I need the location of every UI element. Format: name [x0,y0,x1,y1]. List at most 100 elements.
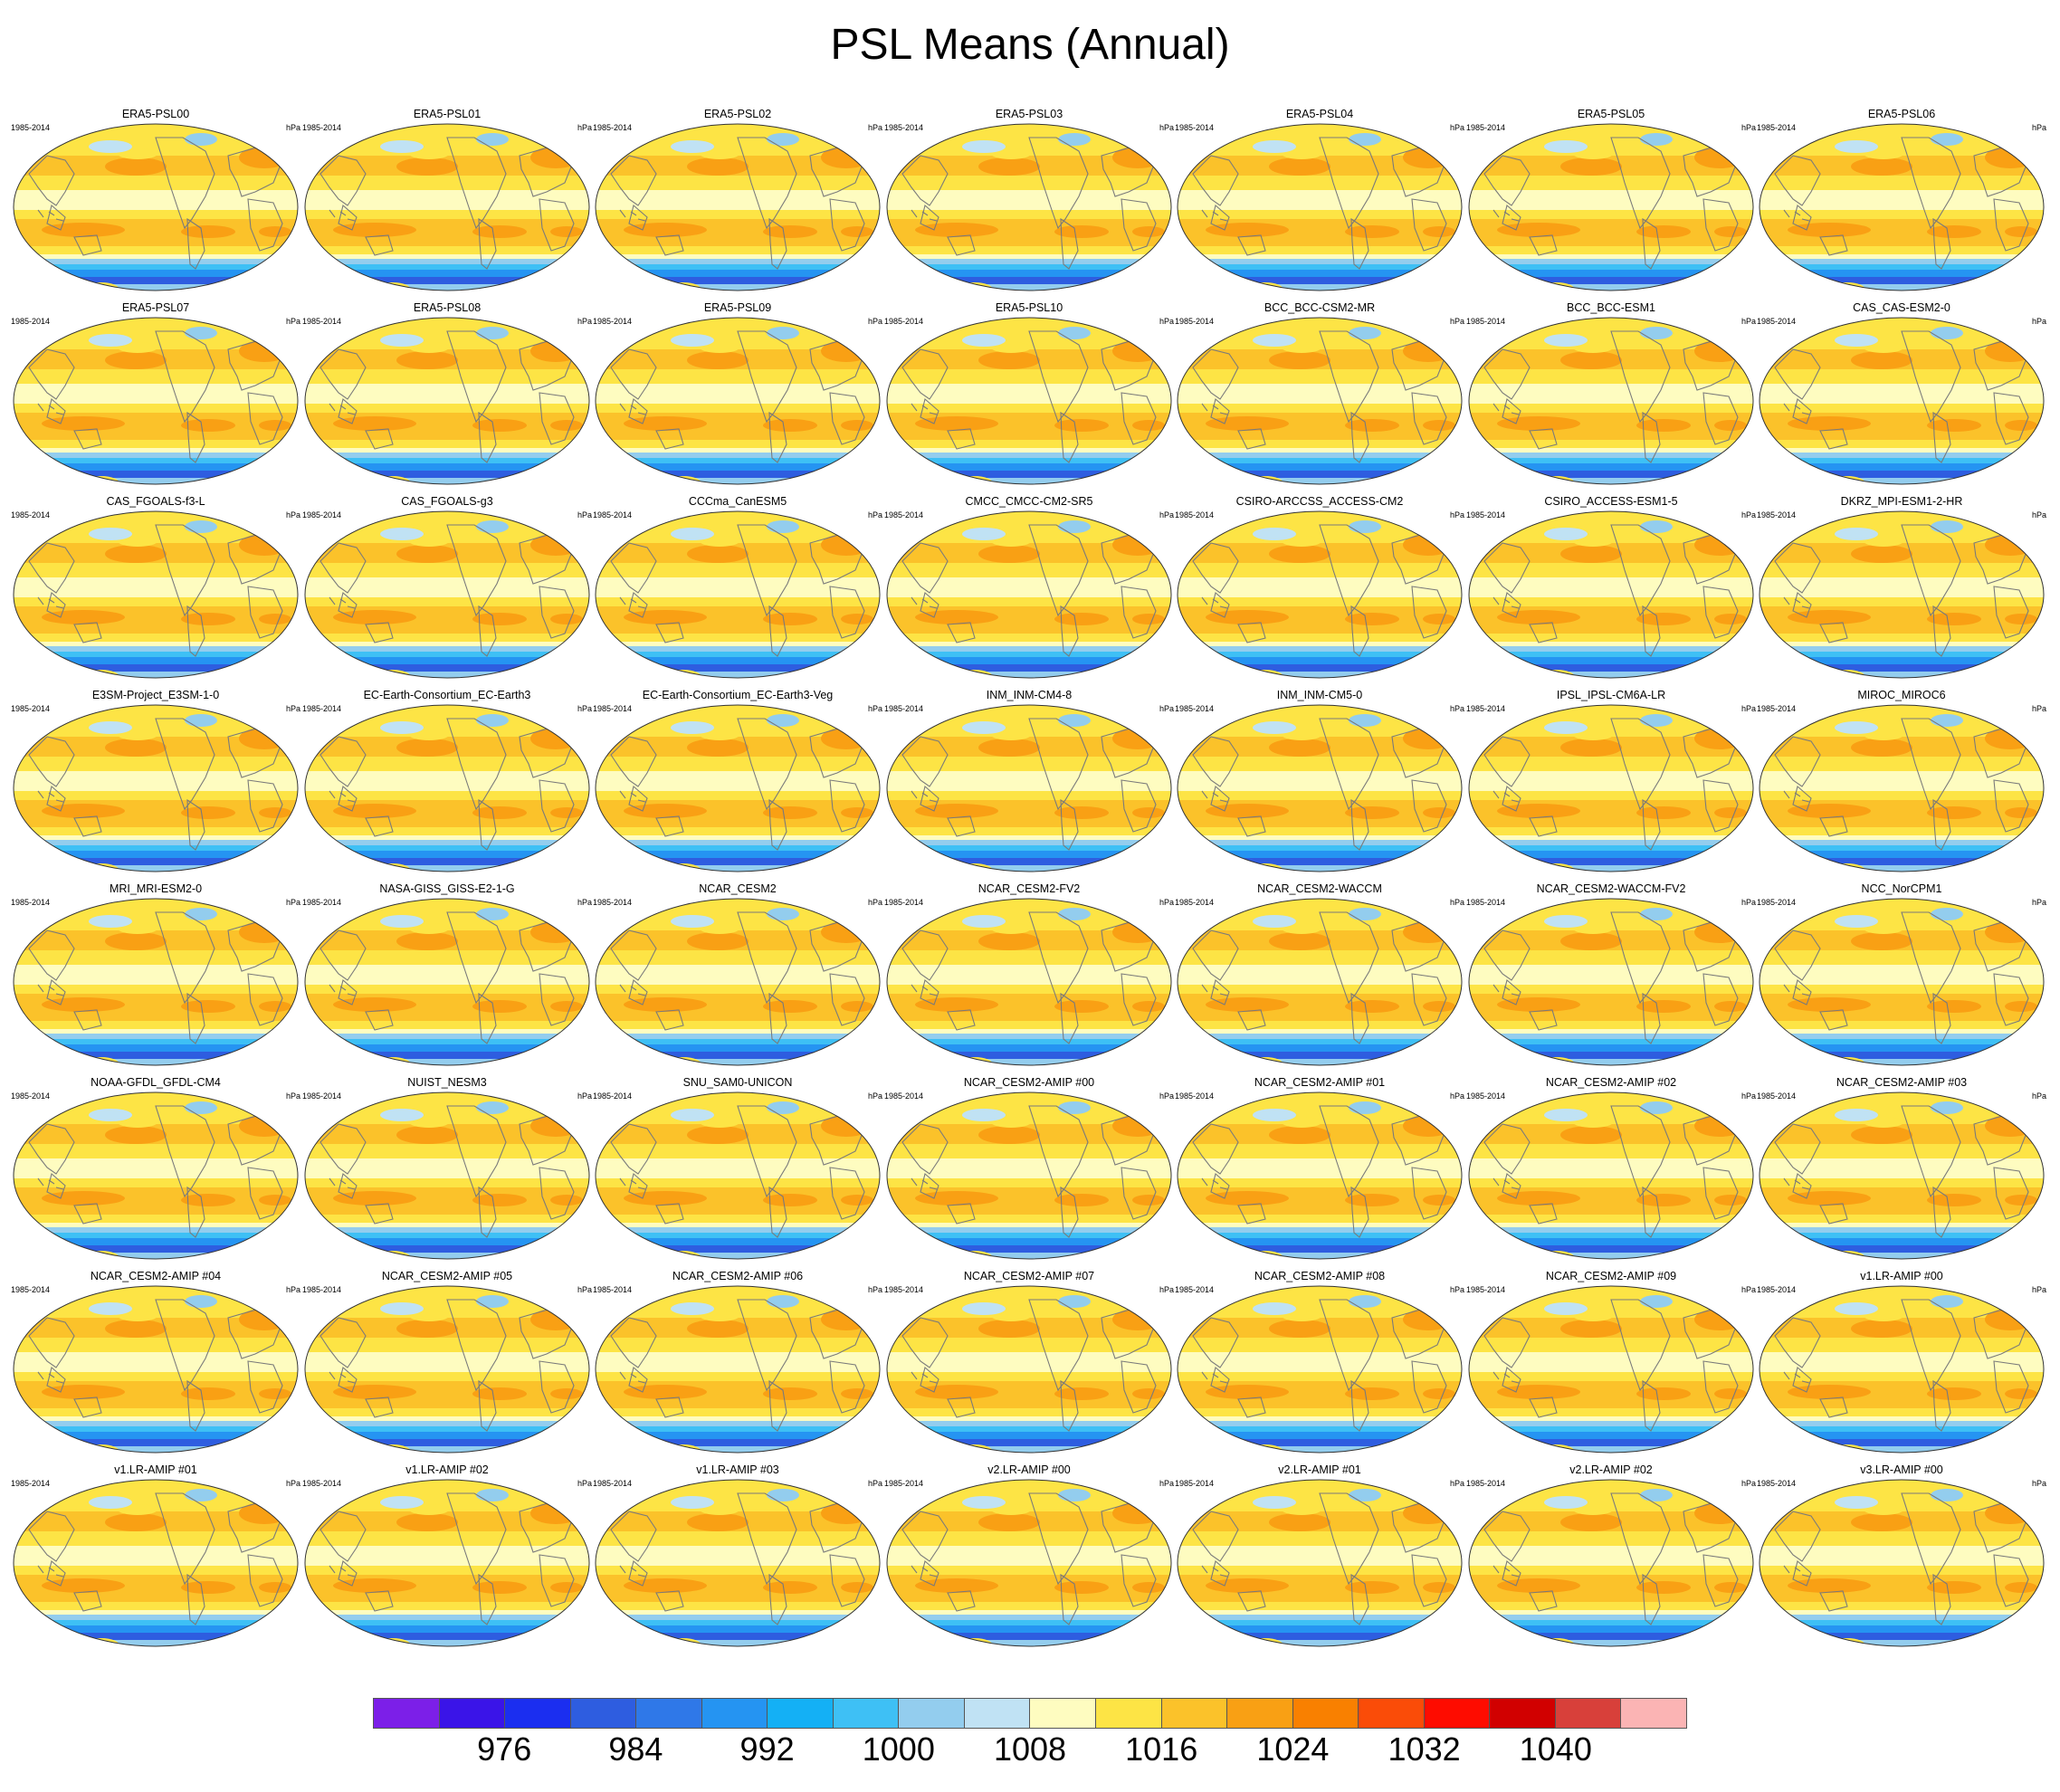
psl-map [1466,1088,1756,1264]
panel-title: CCCma_CanESM5 [688,495,787,508]
panel-units: hPa [1449,510,1464,519]
panel-units: hPa [2031,1091,2046,1101]
map-panel: DKRZ_MPI-ESM1-2-HR 1985-2014 hPa [1757,489,2046,683]
map-panel: IPSL_IPSL-CM6A-LR 1985-2014 hPa [1466,682,1756,877]
colorbar-swatch [1096,1699,1162,1728]
panel-period: 1985-2014 [884,898,924,907]
panel-units: hPa [1741,317,1756,326]
panel-title: ERA5-PSL01 [413,108,482,120]
psl-map [1466,313,1756,490]
psl-map [1466,1475,1756,1652]
map-panel: NCC_NorCPM1 1985-2014 hPa [1757,876,2046,1071]
colorbar-swatch [505,1699,571,1728]
panel-period: 1985-2014 [593,1479,633,1488]
panel-title: NCAR_CESM2-WACCM [1257,882,1382,895]
panel-period: 1985-2014 [884,123,924,132]
panel-period: 1985-2014 [1757,1285,1797,1294]
panel-units: hPa [1741,898,1756,907]
panel-title: MRI_MRI-ESM2-0 [109,882,203,895]
colorbar-label: 1040 [1519,1730,1592,1768]
panel-period: 1985-2014 [1175,1091,1215,1101]
panel-title: NCAR_CESM2 [699,882,777,895]
psl-map [1757,1475,2046,1652]
colorbar-swatch [374,1699,440,1728]
map-panel: NCAR_CESM2-WACCM-FV2 1985-2014 hPa [1466,876,1756,1071]
panel-title: BCC_BCC-CSM2-MR [1264,301,1376,314]
panel-period: 1985-2014 [1757,123,1797,132]
panel-title: v2.LR-AMIP #02 [1569,1463,1653,1476]
colorbar-label: 984 [608,1730,663,1768]
panel-period: 1985-2014 [302,1091,342,1101]
panel-period: 1985-2014 [302,317,342,326]
map-panel: ERA5-PSL04 1985-2014 hPa [1175,101,1464,296]
map-panel: NCAR_CESM2-AMIP #04 1985-2014 hPa [11,1263,300,1458]
panel-units: hPa [285,1091,300,1101]
map-panel: E3SM-Project_E3SM-1-0 1985-2014 hPa [11,682,300,877]
panel-title: NCAR_CESM2-AMIP #08 [1254,1270,1386,1282]
panel-units: hPa [285,123,300,132]
colorbar-swatch [1621,1699,1686,1728]
psl-map [11,894,300,1071]
colorbar-swatch [1292,1699,1359,1728]
psl-map [593,1088,882,1264]
panel-title: CAS_CAS-ESM2-0 [1853,301,1950,314]
psl-map [884,507,1174,683]
map-panel: v3.LR-AMIP #00 1985-2014 hPa [1757,1457,2046,1652]
psl-map [1757,1282,2046,1458]
map-panel: v2.LR-AMIP #01 1985-2014 hPa [1175,1457,1464,1652]
panel-period: 1985-2014 [593,898,633,907]
panel-units: hPa [1159,1091,1174,1101]
map-panel: NCAR_CESM2-FV2 1985-2014 hPa [884,876,1174,1071]
psl-map [593,1282,882,1458]
panel-units: hPa [577,510,592,519]
panel-title: ERA5-PSL00 [121,108,190,120]
panel-title: NCAR_CESM2-AMIP #05 [381,1270,513,1282]
panel-title: v1.LR-AMIP #02 [405,1463,489,1476]
colorbar-swatch [570,1699,637,1728]
psl-map [1757,701,2046,877]
panel-title: NCAR_CESM2-AMIP #00 [963,1076,1095,1089]
psl-map [302,1475,592,1652]
psl-map [302,1282,592,1458]
psl-map [302,507,592,683]
panel-units: hPa [577,898,592,907]
panel-units: hPa [1159,317,1174,326]
panel-period: 1985-2014 [1466,898,1506,907]
panel-units: hPa [867,123,882,132]
psl-map [302,894,592,1071]
map-panel: BCC_BCC-CSM2-MR 1985-2014 hPa [1175,295,1464,490]
panel-period: 1985-2014 [1175,704,1215,713]
panel-title: NCAR_CESM2-AMIP #01 [1254,1076,1386,1089]
map-panel: NCAR_CESM2-WACCM 1985-2014 hPa [1175,876,1464,1071]
map-panel: ERA5-PSL07 1985-2014 hPa [11,295,300,490]
map-panel: EC-Earth-Consortium_EC-Earth3 1985-2014 … [302,682,592,877]
map-panel: ERA5-PSL03 1985-2014 hPa [884,101,1174,296]
panel-units: hPa [1741,510,1756,519]
colorbar-label: 1032 [1388,1730,1461,1768]
map-panel: NUIST_NESM3 1985-2014 hPa [302,1070,592,1264]
panel-title: CSIRO_ACCESS-ESM1-5 [1544,495,1678,508]
map-panel: ERA5-PSL09 1985-2014 hPa [593,295,882,490]
map-panel: BCC_BCC-ESM1 1985-2014 hPa [1466,295,1756,490]
panel-title: CAS_FGOALS-g3 [401,495,493,508]
psl-map [1175,313,1464,490]
panel-units: hPa [867,317,882,326]
psl-map [593,1475,882,1652]
psl-map [302,313,592,490]
map-panel: NOAA-GFDL_GFDL-CM4 1985-2014 hPa [11,1070,300,1264]
panel-period: 1985-2014 [1757,704,1797,713]
panel-title: IPSL_IPSL-CM6A-LR [1556,689,1666,701]
panel-period: 1985-2014 [593,123,633,132]
map-panel: MIROC_MIROC6 1985-2014 hPa [1757,682,2046,877]
panel-units: hPa [867,1285,882,1294]
panel-units: hPa [2031,1285,2046,1294]
map-panel: CAS_FGOALS-g3 1985-2014 hPa [302,489,592,683]
psl-map [1466,1282,1756,1458]
panel-period: 1985-2014 [1175,510,1215,519]
panel-period: 1985-2014 [1757,317,1797,326]
panel-units: hPa [285,898,300,907]
psl-map [1175,119,1464,296]
panel-units: hPa [285,1285,300,1294]
map-panel: INM_INM-CM5-0 1985-2014 hPa [1175,682,1464,877]
panel-units: hPa [577,1479,592,1488]
